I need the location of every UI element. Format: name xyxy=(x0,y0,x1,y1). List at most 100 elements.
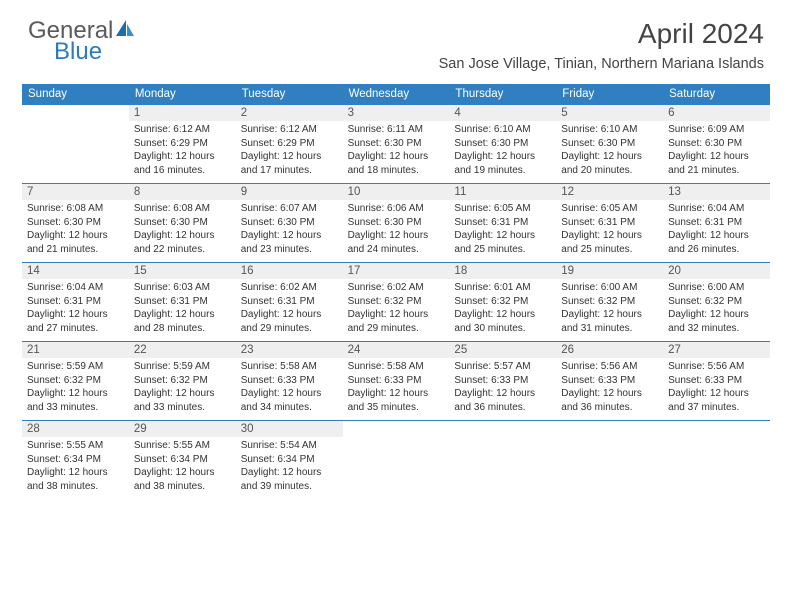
day-number: 18 xyxy=(449,263,556,279)
day-cell: 22Sunrise: 5:59 AMSunset: 6:32 PMDayligh… xyxy=(129,342,236,420)
day-body: Sunrise: 6:10 AMSunset: 6:30 PMDaylight:… xyxy=(556,121,663,183)
daylight-text: Daylight: 12 hours and 28 minutes. xyxy=(134,308,231,335)
sunset-text: Sunset: 6:32 PM xyxy=(561,295,658,309)
day-cell: 23Sunrise: 5:58 AMSunset: 6:33 PMDayligh… xyxy=(236,342,343,420)
day-body: Sunrise: 5:56 AMSunset: 6:33 PMDaylight:… xyxy=(556,358,663,420)
sunrise-text: Sunrise: 6:02 AM xyxy=(348,281,445,295)
day-number: 4 xyxy=(449,105,556,121)
day-number: 29 xyxy=(129,421,236,437)
daylight-text: Daylight: 12 hours and 19 minutes. xyxy=(454,150,551,177)
sunrise-text: Sunrise: 6:12 AM xyxy=(134,123,231,137)
sunrise-text: Sunrise: 6:04 AM xyxy=(668,202,765,216)
day-number: 21 xyxy=(22,342,129,358)
sunrise-text: Sunrise: 5:55 AM xyxy=(27,439,124,453)
daylight-text: Daylight: 12 hours and 25 minutes. xyxy=(561,229,658,256)
weekday-header: Thursday xyxy=(449,84,556,104)
sunset-text: Sunset: 6:31 PM xyxy=(241,295,338,309)
day-cell: 14Sunrise: 6:04 AMSunset: 6:31 PMDayligh… xyxy=(22,263,129,341)
sunrise-text: Sunrise: 5:59 AM xyxy=(27,360,124,374)
day-body: Sunrise: 6:02 AMSunset: 6:31 PMDaylight:… xyxy=(236,279,343,341)
day-number xyxy=(22,105,129,109)
sunset-text: Sunset: 6:31 PM xyxy=(27,295,124,309)
sunset-text: Sunset: 6:30 PM xyxy=(27,216,124,230)
sunrise-text: Sunrise: 6:02 AM xyxy=(241,281,338,295)
daylight-text: Daylight: 12 hours and 17 minutes. xyxy=(241,150,338,177)
day-number: 10 xyxy=(343,184,450,200)
sunrise-text: Sunrise: 6:00 AM xyxy=(668,281,765,295)
day-cell: 10Sunrise: 6:06 AMSunset: 6:30 PMDayligh… xyxy=(343,184,450,262)
sunrise-text: Sunrise: 6:10 AM xyxy=(561,123,658,137)
daylight-text: Daylight: 12 hours and 29 minutes. xyxy=(348,308,445,335)
day-cell: 18Sunrise: 6:01 AMSunset: 6:32 PMDayligh… xyxy=(449,263,556,341)
daylight-text: Daylight: 12 hours and 37 minutes. xyxy=(668,387,765,414)
sunrise-text: Sunrise: 6:01 AM xyxy=(454,281,551,295)
daylight-text: Daylight: 12 hours and 31 minutes. xyxy=(561,308,658,335)
sunset-text: Sunset: 6:30 PM xyxy=(348,216,445,230)
daylight-text: Daylight: 12 hours and 23 minutes. xyxy=(241,229,338,256)
day-cell: 16Sunrise: 6:02 AMSunset: 6:31 PMDayligh… xyxy=(236,263,343,341)
day-body: Sunrise: 6:05 AMSunset: 6:31 PMDaylight:… xyxy=(449,200,556,262)
day-number: 30 xyxy=(236,421,343,437)
sunset-text: Sunset: 6:31 PM xyxy=(134,295,231,309)
sunset-text: Sunset: 6:34 PM xyxy=(241,453,338,467)
sunrise-text: Sunrise: 6:06 AM xyxy=(348,202,445,216)
weekday-header: Sunday xyxy=(22,84,129,104)
page-header: General Blue April 2024 San Jose Village… xyxy=(0,0,792,76)
day-cell: 6Sunrise: 6:09 AMSunset: 6:30 PMDaylight… xyxy=(663,105,770,183)
day-number: 3 xyxy=(343,105,450,121)
day-number: 8 xyxy=(129,184,236,200)
day-cell: 27Sunrise: 5:56 AMSunset: 6:33 PMDayligh… xyxy=(663,342,770,420)
weekday-header-row: Sunday Monday Tuesday Wednesday Thursday… xyxy=(22,84,770,104)
day-number: 19 xyxy=(556,263,663,279)
week-row: 14Sunrise: 6:04 AMSunset: 6:31 PMDayligh… xyxy=(22,262,770,341)
day-number: 1 xyxy=(129,105,236,121)
daylight-text: Daylight: 12 hours and 21 minutes. xyxy=(668,150,765,177)
day-body: Sunrise: 5:55 AMSunset: 6:34 PMDaylight:… xyxy=(22,437,129,499)
day-number: 17 xyxy=(343,263,450,279)
day-number: 15 xyxy=(129,263,236,279)
daylight-text: Daylight: 12 hours and 29 minutes. xyxy=(241,308,338,335)
day-number xyxy=(663,421,770,425)
day-cell xyxy=(663,421,770,499)
location-text: San Jose Village, Tinian, Northern Maria… xyxy=(439,56,764,72)
day-cell: 1 Sunrise: 6:12 AMSunset: 6:29 PMDaylight… xyxy=(129,105,236,183)
daylight-text: Daylight: 12 hours and 34 minutes. xyxy=(241,387,338,414)
daylight-text: Daylight: 12 hours and 36 minutes. xyxy=(561,387,658,414)
logo-text-blue: Blue xyxy=(54,41,102,64)
day-cell xyxy=(22,105,129,183)
day-number: 14 xyxy=(22,263,129,279)
sunset-text: Sunset: 6:32 PM xyxy=(668,295,765,309)
sunset-text: Sunset: 6:30 PM xyxy=(134,216,231,230)
sunrise-text: Sunrise: 6:05 AM xyxy=(454,202,551,216)
week-row: 21Sunrise: 5:59 AMSunset: 6:32 PMDayligh… xyxy=(22,341,770,420)
day-number: 27 xyxy=(663,342,770,358)
day-body: Sunrise: 6:03 AMSunset: 6:31 PMDaylight:… xyxy=(129,279,236,341)
sunrise-text: Sunrise: 5:58 AM xyxy=(241,360,338,374)
day-body: Sunrise: 5:56 AMSunset: 6:33 PMDaylight:… xyxy=(663,358,770,420)
day-cell: 3Sunrise: 6:11 AMSunset: 6:30 PMDaylight… xyxy=(343,105,450,183)
day-cell xyxy=(449,421,556,499)
daylight-text: Daylight: 12 hours and 21 minutes. xyxy=(27,229,124,256)
day-number: 22 xyxy=(129,342,236,358)
sunrise-text: Sunrise: 5:56 AM xyxy=(668,360,765,374)
sunset-text: Sunset: 6:29 PM xyxy=(134,137,231,151)
daylight-text: Daylight: 12 hours and 33 minutes. xyxy=(134,387,231,414)
sunset-text: Sunset: 6:33 PM xyxy=(454,374,551,388)
sunrise-text: Sunrise: 6:08 AM xyxy=(134,202,231,216)
day-number xyxy=(556,421,663,425)
day-cell: 11Sunrise: 6:05 AMSunset: 6:31 PMDayligh… xyxy=(449,184,556,262)
day-body: Sunrise: 5:58 AMSunset: 6:33 PMDaylight:… xyxy=(343,358,450,420)
sunrise-text: Sunrise: 5:56 AM xyxy=(561,360,658,374)
day-cell: 26Sunrise: 5:56 AMSunset: 6:33 PMDayligh… xyxy=(556,342,663,420)
day-body: Sunrise: 6:05 AMSunset: 6:31 PMDaylight:… xyxy=(556,200,663,262)
sunset-text: Sunset: 6:32 PM xyxy=(454,295,551,309)
weekday-header: Wednesday xyxy=(343,84,450,104)
daylight-text: Daylight: 12 hours and 32 minutes. xyxy=(668,308,765,335)
day-cell: 30Sunrise: 5:54 AMSunset: 6:34 PMDayligh… xyxy=(236,421,343,499)
daylight-text: Daylight: 12 hours and 39 minutes. xyxy=(241,466,338,493)
day-number xyxy=(449,421,556,425)
sunrise-text: Sunrise: 6:05 AM xyxy=(561,202,658,216)
day-body: Sunrise: 6:04 AMSunset: 6:31 PMDaylight:… xyxy=(663,200,770,262)
daylight-text: Daylight: 12 hours and 16 minutes. xyxy=(134,150,231,177)
day-number: 20 xyxy=(663,263,770,279)
